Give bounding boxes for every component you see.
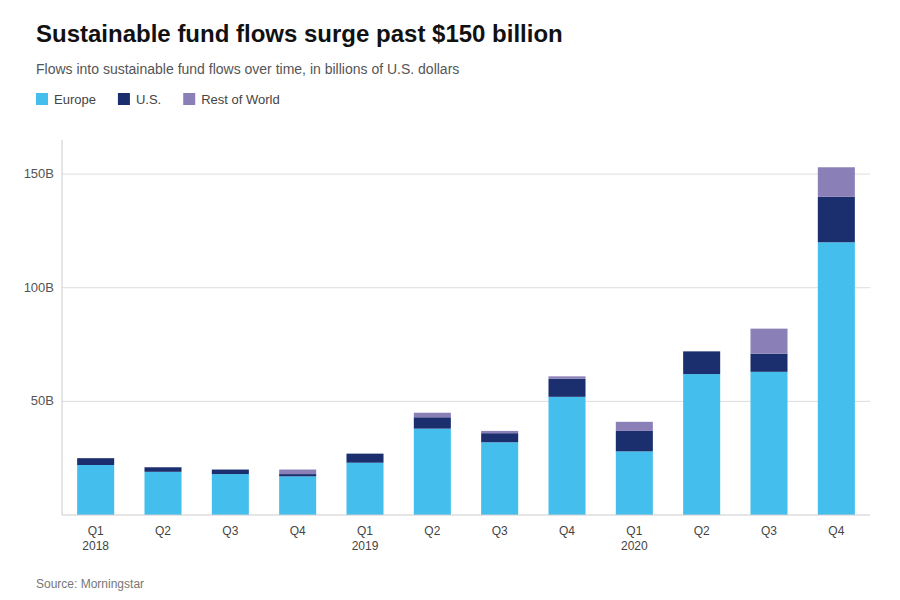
x-tick-label: Q2 [424, 524, 440, 538]
bar-segment [548, 376, 585, 378]
bar-segment [616, 431, 653, 451]
grid-line [62, 401, 870, 402]
x-tick-label: Q4 [559, 524, 575, 538]
bar-segment [279, 470, 316, 475]
bar-segment [683, 374, 720, 515]
x-tick-label: Q12019 [352, 524, 379, 553]
bar-segment [212, 474, 249, 515]
chart-container: Sustainable fund flows surge past $150 b… [0, 0, 900, 600]
bar-segment [414, 429, 451, 515]
bar-segment [346, 463, 383, 515]
bar-segment [818, 242, 855, 515]
bar-segment [481, 431, 518, 433]
bar-segment [144, 467, 181, 468]
background [0, 0, 900, 600]
bar-segment [616, 422, 653, 431]
bar-segment [77, 458, 114, 465]
bar-segment [481, 442, 518, 515]
bar-segment [279, 474, 316, 476]
bar-segment [818, 197, 855, 242]
grid-line [62, 174, 870, 175]
bar-segment [481, 433, 518, 442]
grid [62, 174, 870, 401]
legend-swatch [118, 93, 130, 105]
bar-segment [77, 465, 114, 515]
x-tick-label: Q2 [694, 524, 710, 538]
bar-segment [616, 451, 653, 515]
x-tick-label: Q2 [155, 524, 171, 538]
y-tick-label: 100B [24, 280, 54, 295]
bar-segment [750, 354, 787, 372]
x-tick-label: Q12018 [82, 524, 109, 553]
bar-segment [818, 167, 855, 197]
bar-segment [346, 454, 383, 463]
subtitle: Flows into sustainable fund flows over t… [36, 61, 459, 77]
legend-label: U.S. [136, 92, 161, 107]
legend: Europe U.S. Rest of World [36, 92, 280, 107]
bar-segment [144, 467, 181, 472]
bar-segment [346, 453, 383, 454]
y-tick-label: 150B [24, 166, 54, 181]
legend-swatch [183, 93, 195, 105]
x-tick-label: Q4 [828, 524, 844, 538]
y-tick-label: 50B [31, 393, 54, 408]
x-tick-label: Q4 [290, 524, 306, 538]
legend-swatch [36, 93, 48, 105]
bar-segment [279, 476, 316, 515]
bar-segment [548, 379, 585, 397]
x-tick-label: Q12020 [621, 524, 648, 553]
bar-segment [212, 469, 249, 470]
bars [77, 167, 855, 515]
bar-segment [414, 417, 451, 428]
x-axis-line [62, 515, 870, 516]
bar-segment [77, 458, 114, 459]
bar-segment [750, 372, 787, 515]
legend-label: Rest of World [201, 92, 280, 107]
x-tick-label: Q3 [492, 524, 508, 538]
grid-line [62, 287, 870, 288]
source: Source: Morningstar [36, 577, 144, 591]
bar-segment [414, 413, 451, 418]
title: Sustainable fund flows surge past $150 b… [36, 20, 563, 47]
x-tick-label: Q3 [222, 524, 238, 538]
bar-segment [548, 397, 585, 515]
bar-segment [683, 351, 720, 374]
bar-segment [750, 329, 787, 354]
bar-segment [144, 472, 181, 515]
legend-label: Europe [54, 92, 96, 107]
y-axis-line [62, 140, 63, 515]
bar-segment [212, 470, 249, 475]
bar-segment [683, 351, 720, 352]
x-tick-label: Q3 [761, 524, 777, 538]
chart-svg: Sustainable fund flows surge past $150 b… [0, 0, 900, 600]
